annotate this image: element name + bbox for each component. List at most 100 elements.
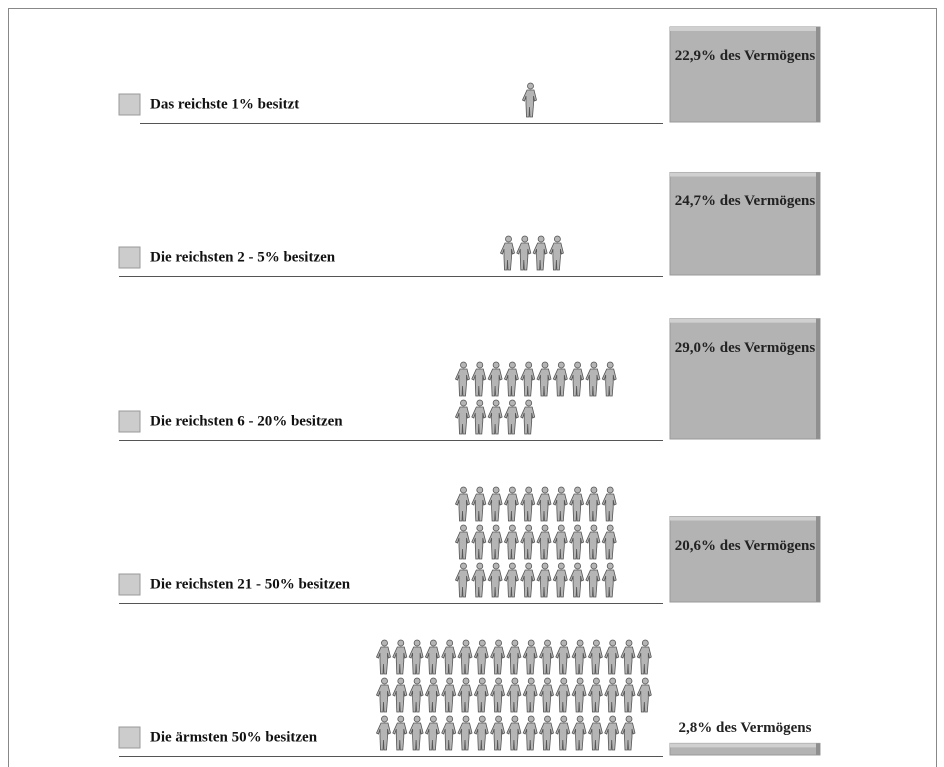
person-icon [571, 639, 587, 675]
person-icon [536, 361, 552, 397]
person-icon [473, 715, 489, 751]
person-icon [503, 361, 519, 397]
person-icon [536, 524, 552, 560]
person-icon [487, 524, 503, 560]
people-group [455, 486, 617, 598]
person-icon [424, 639, 440, 675]
person-icon [520, 562, 536, 598]
category-label: Die reichsten 21 - 50% besitzen [150, 576, 351, 592]
people-group [376, 639, 652, 751]
person-icon [620, 715, 636, 751]
value-label: 2,8% des Vermögens [678, 720, 812, 737]
person-icon [601, 524, 617, 560]
bar [669, 171, 821, 276]
person-icon [569, 524, 584, 560]
person-icon [471, 562, 487, 598]
bar-side [816, 26, 820, 123]
person-icon [408, 639, 424, 675]
person-icon [601, 361, 617, 397]
bar-side [816, 516, 820, 602]
bar-side [816, 743, 820, 755]
checkbox [118, 246, 141, 269]
person-icon [408, 715, 424, 751]
value-label: 20,6% des Vermögens [674, 537, 816, 554]
person-icon [487, 361, 503, 397]
person-icon [455, 562, 470, 598]
value-label: 22,9% des Vermögens [674, 47, 816, 64]
person-icon [522, 639, 538, 675]
person-icon [636, 639, 652, 675]
bar-top [670, 26, 820, 31]
person-icon [536, 562, 552, 598]
person-icon [620, 677, 636, 713]
person-icon [455, 486, 470, 522]
person-icon [539, 677, 554, 713]
person-icon [636, 677, 652, 713]
person-icon [441, 715, 457, 751]
bar-side [816, 172, 820, 275]
person-icon [585, 562, 601, 598]
checkbox [118, 93, 141, 116]
category-label: Das reichste 1% besitzt [150, 96, 299, 112]
person-icon [604, 677, 620, 713]
person-icon [516, 235, 532, 271]
person-icon [441, 677, 457, 713]
person-icon [571, 715, 587, 751]
person-icon [408, 677, 424, 713]
person-icon [457, 715, 473, 751]
checkbox [118, 573, 141, 596]
person-icon [441, 639, 457, 675]
person-icon [620, 639, 636, 675]
person-icon [471, 361, 487, 397]
person-icon [585, 361, 601, 397]
person-icon [588, 639, 603, 675]
person-icon [503, 486, 519, 522]
value-label: 29,0% des Vermögens [674, 339, 816, 356]
person-icon [392, 677, 408, 713]
bar [669, 318, 821, 440]
person-icon [490, 677, 506, 713]
person-icon [604, 639, 620, 675]
person-icon [473, 639, 489, 675]
person-icon [503, 524, 519, 560]
person-icon [503, 562, 519, 598]
person-icon [552, 486, 568, 522]
person-icon [539, 715, 554, 751]
category-label: Die reichsten 2 - 5% besitzen [150, 249, 336, 265]
person-icon [457, 639, 473, 675]
person-icon [392, 715, 408, 751]
person-icon [604, 715, 620, 751]
bar [669, 26, 821, 123]
person-icon [569, 361, 584, 397]
person-icon [522, 677, 538, 713]
person-icon [601, 486, 617, 522]
person-icon [490, 639, 506, 675]
person-icon [569, 562, 584, 598]
person-icon [424, 677, 440, 713]
person-icon [601, 562, 617, 598]
person-icon [571, 677, 587, 713]
category-label: Die reichsten 6 - 20% besitzen [150, 413, 343, 429]
person-icon [490, 715, 506, 751]
person-icon [522, 715, 538, 751]
checkbox [118, 726, 141, 749]
people-group [455, 361, 617, 435]
person-icon [520, 486, 536, 522]
person-icon [552, 361, 568, 397]
category-label: Die ärmsten 50% besitzen [150, 729, 318, 745]
person-icon [588, 677, 603, 713]
bar-top [670, 318, 820, 323]
person-icon [552, 562, 568, 598]
person-icon [588, 715, 603, 751]
person-icon [506, 677, 522, 713]
person-icon [555, 715, 571, 751]
person-icon [455, 399, 470, 435]
person-icon [536, 486, 552, 522]
person-icon [520, 399, 536, 435]
bar-top [670, 516, 820, 521]
person-icon [549, 235, 564, 271]
person-icon [376, 639, 391, 675]
person-icon [522, 82, 537, 118]
